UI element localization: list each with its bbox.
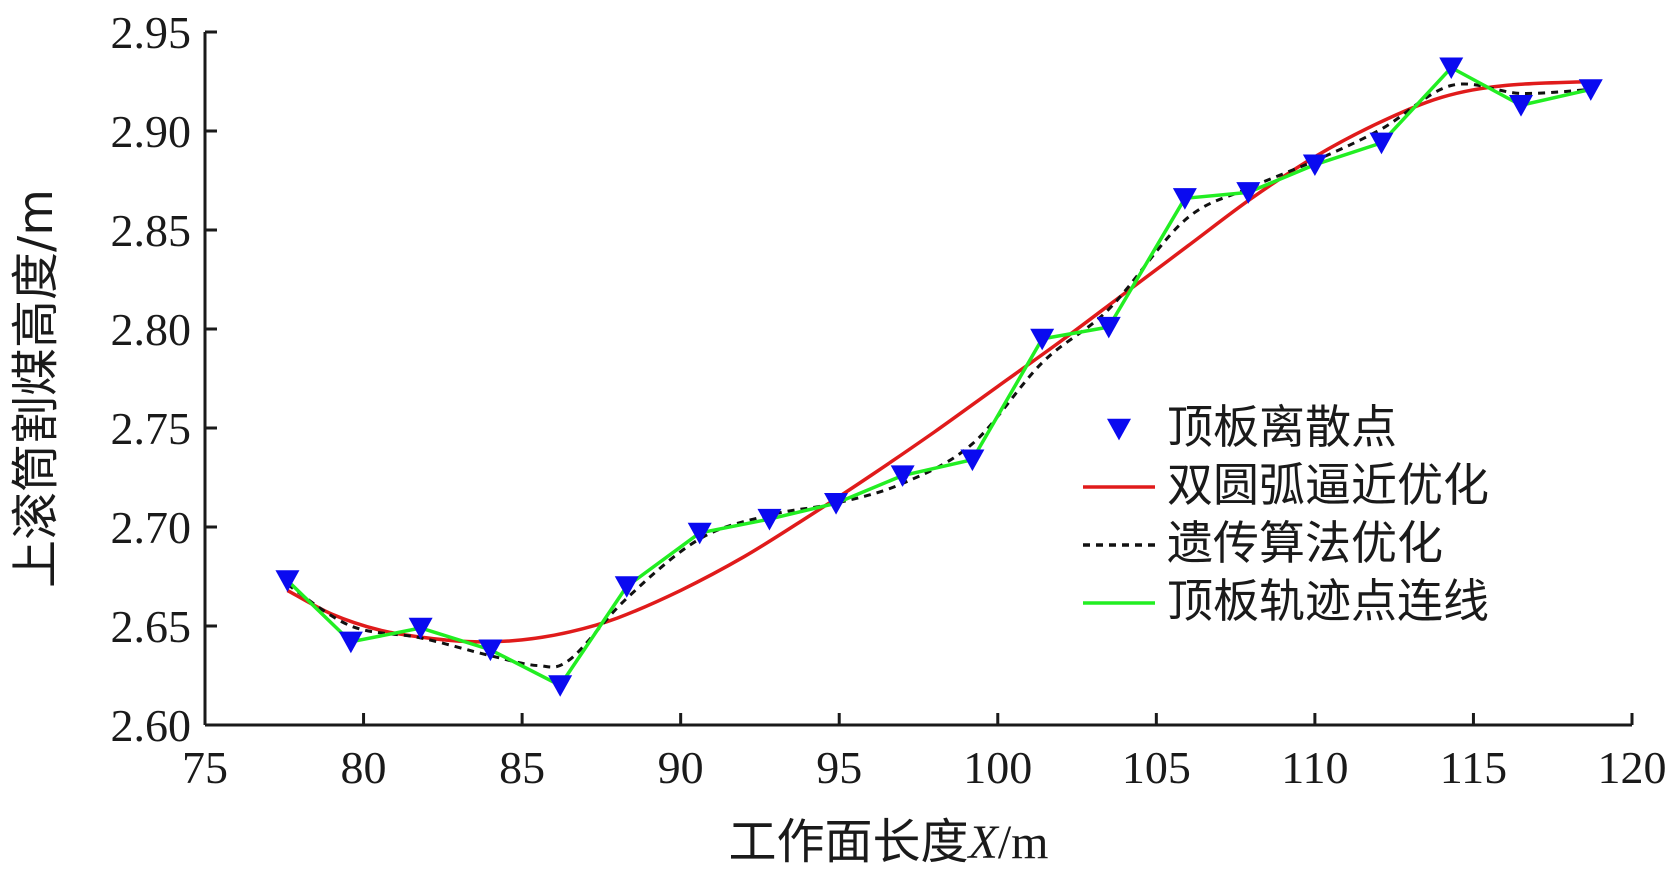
data-point xyxy=(478,639,503,662)
series-line-trajectory xyxy=(286,65,1592,688)
series-line-double-arc xyxy=(286,79,1591,644)
x-tick-label: 80 xyxy=(341,742,387,793)
data-point xyxy=(757,508,782,531)
y-tick-label: 2.95 xyxy=(111,7,192,58)
legend-label: 双圆弧逼近优化 xyxy=(1167,458,1489,512)
legend-marker xyxy=(1107,418,1131,441)
data-point xyxy=(548,675,573,697)
data-point xyxy=(1302,154,1327,177)
data-point xyxy=(824,493,849,515)
data-point xyxy=(1236,182,1261,204)
y-tick-label: 2.80 xyxy=(111,304,192,355)
x-tick-label: 120 xyxy=(1598,742,1667,793)
data-point xyxy=(1439,57,1464,80)
x-tick-label: 95 xyxy=(816,742,862,793)
y-tick-label: 2.60 xyxy=(111,700,192,751)
legend-label: 顶板离散点 xyxy=(1167,400,1397,454)
data-point xyxy=(1578,79,1603,101)
x-tick-label: 100 xyxy=(963,742,1032,793)
y-tick-label: 2.85 xyxy=(111,205,192,256)
data-point xyxy=(1369,132,1394,155)
x-axis-title-main: 工作面长度 xyxy=(728,814,968,870)
y-tick-label: 2.90 xyxy=(111,106,192,157)
data-point xyxy=(960,449,985,472)
x-axis-title-var: X xyxy=(967,816,1000,869)
y-tick-label: 2.65 xyxy=(111,601,192,652)
data-point xyxy=(275,570,300,592)
x-tick-label: 110 xyxy=(1281,742,1348,793)
legend-label: 顶板轨迹点连线 xyxy=(1167,574,1489,628)
x-tick-label: 75 xyxy=(182,742,228,793)
y-axis-title: 上滚筒割煤高度/m xyxy=(8,189,64,588)
data-point xyxy=(687,522,712,545)
data-point xyxy=(614,576,639,598)
x-tick-label: 85 xyxy=(499,742,545,793)
x-axis-title: 工作面长度X/m xyxy=(728,814,1048,870)
series-line-genetic xyxy=(286,82,1591,669)
plot-area xyxy=(275,57,1603,697)
data-point xyxy=(1509,95,1534,117)
x-axis-title-unit: /m xyxy=(998,816,1049,869)
axes: 75 80 85 90 95 100 105 110 115 120 2.60 2.65 2.70 2.7… xyxy=(111,7,1667,793)
data-point xyxy=(1172,188,1197,210)
x-tick-label: 115 xyxy=(1440,742,1507,793)
data-point xyxy=(408,617,433,640)
data-point xyxy=(890,465,915,487)
y-tick-label: 2.75 xyxy=(111,403,192,454)
data-point xyxy=(1030,328,1055,351)
data-point xyxy=(338,631,363,654)
data-point xyxy=(1096,316,1121,339)
legend-label: 遗传算法优化 xyxy=(1167,516,1443,570)
x-tick-label: 105 xyxy=(1122,742,1191,793)
x-tick-label: 90 xyxy=(658,742,704,793)
y-tick-label: 2.70 xyxy=(111,502,192,553)
